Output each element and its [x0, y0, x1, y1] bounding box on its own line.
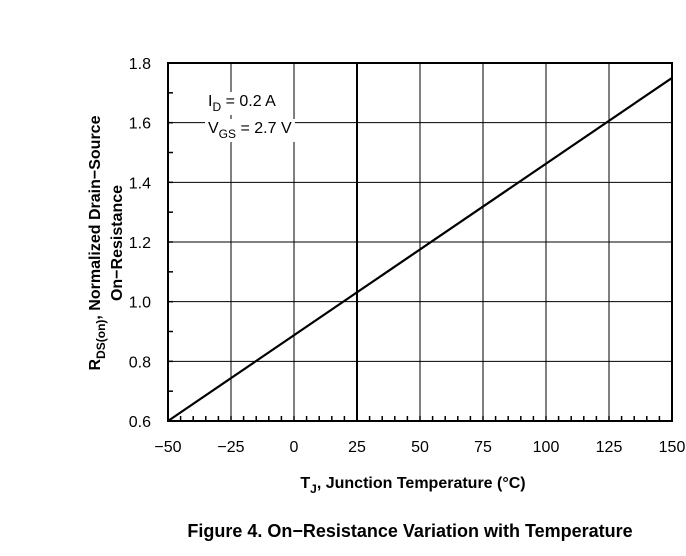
y-tick-label: 1.6 [129, 116, 151, 133]
plot-frame [167, 62, 673, 422]
y-tick-label: 1.0 [129, 295, 151, 312]
x-tick-label: −25 [217, 439, 244, 456]
x-tick-label: 125 [596, 439, 623, 456]
figure-caption: Figure 4. On−Resistance Variation with T… [187, 521, 632, 541]
y-tick-label: 0.8 [129, 354, 151, 371]
series-line [167, 77, 673, 422]
x-tick-label: 25 [348, 439, 366, 456]
x-tick-label: −50 [154, 439, 181, 456]
y-axis-title-line-2: On−Resistance [109, 185, 126, 301]
y-axis-title: RDS(on), Normalized Drain−Source On−Resi… [87, 115, 126, 370]
y-axis-title-line-1: RDS(on), Normalized Drain−Source [87, 115, 108, 370]
y-tick-label: 1.4 [129, 175, 151, 192]
x-tick-labels: −50 −25 0 25 50 75 100 125 150 [154, 439, 685, 456]
grid-lines [167, 62, 673, 422]
y-tick-label: 1.8 [129, 56, 151, 73]
annotation-gate-voltage: VGS = 2.7 V [208, 120, 292, 141]
y-tick-labels: 0.6 0.8 1.0 1.2 1.4 1.6 1.8 [129, 56, 151, 431]
annotation-background [205, 92, 280, 115]
x-tick-label: 100 [533, 439, 560, 456]
x-axis-title: TJ, Junction Temperature (°C) [300, 475, 525, 496]
x-tick-label: 150 [659, 439, 686, 456]
x-tick-label: 75 [474, 439, 492, 456]
annotation-background [205, 119, 295, 142]
y-tick-label: 1.2 [129, 235, 151, 252]
series-lines [167, 77, 673, 422]
y-tick-label: 0.6 [129, 414, 151, 431]
annotation-drain-current: ID = 0.2 A [208, 93, 276, 114]
x-tick-label: 0 [290, 439, 299, 456]
x-tick-label: 50 [411, 439, 429, 456]
